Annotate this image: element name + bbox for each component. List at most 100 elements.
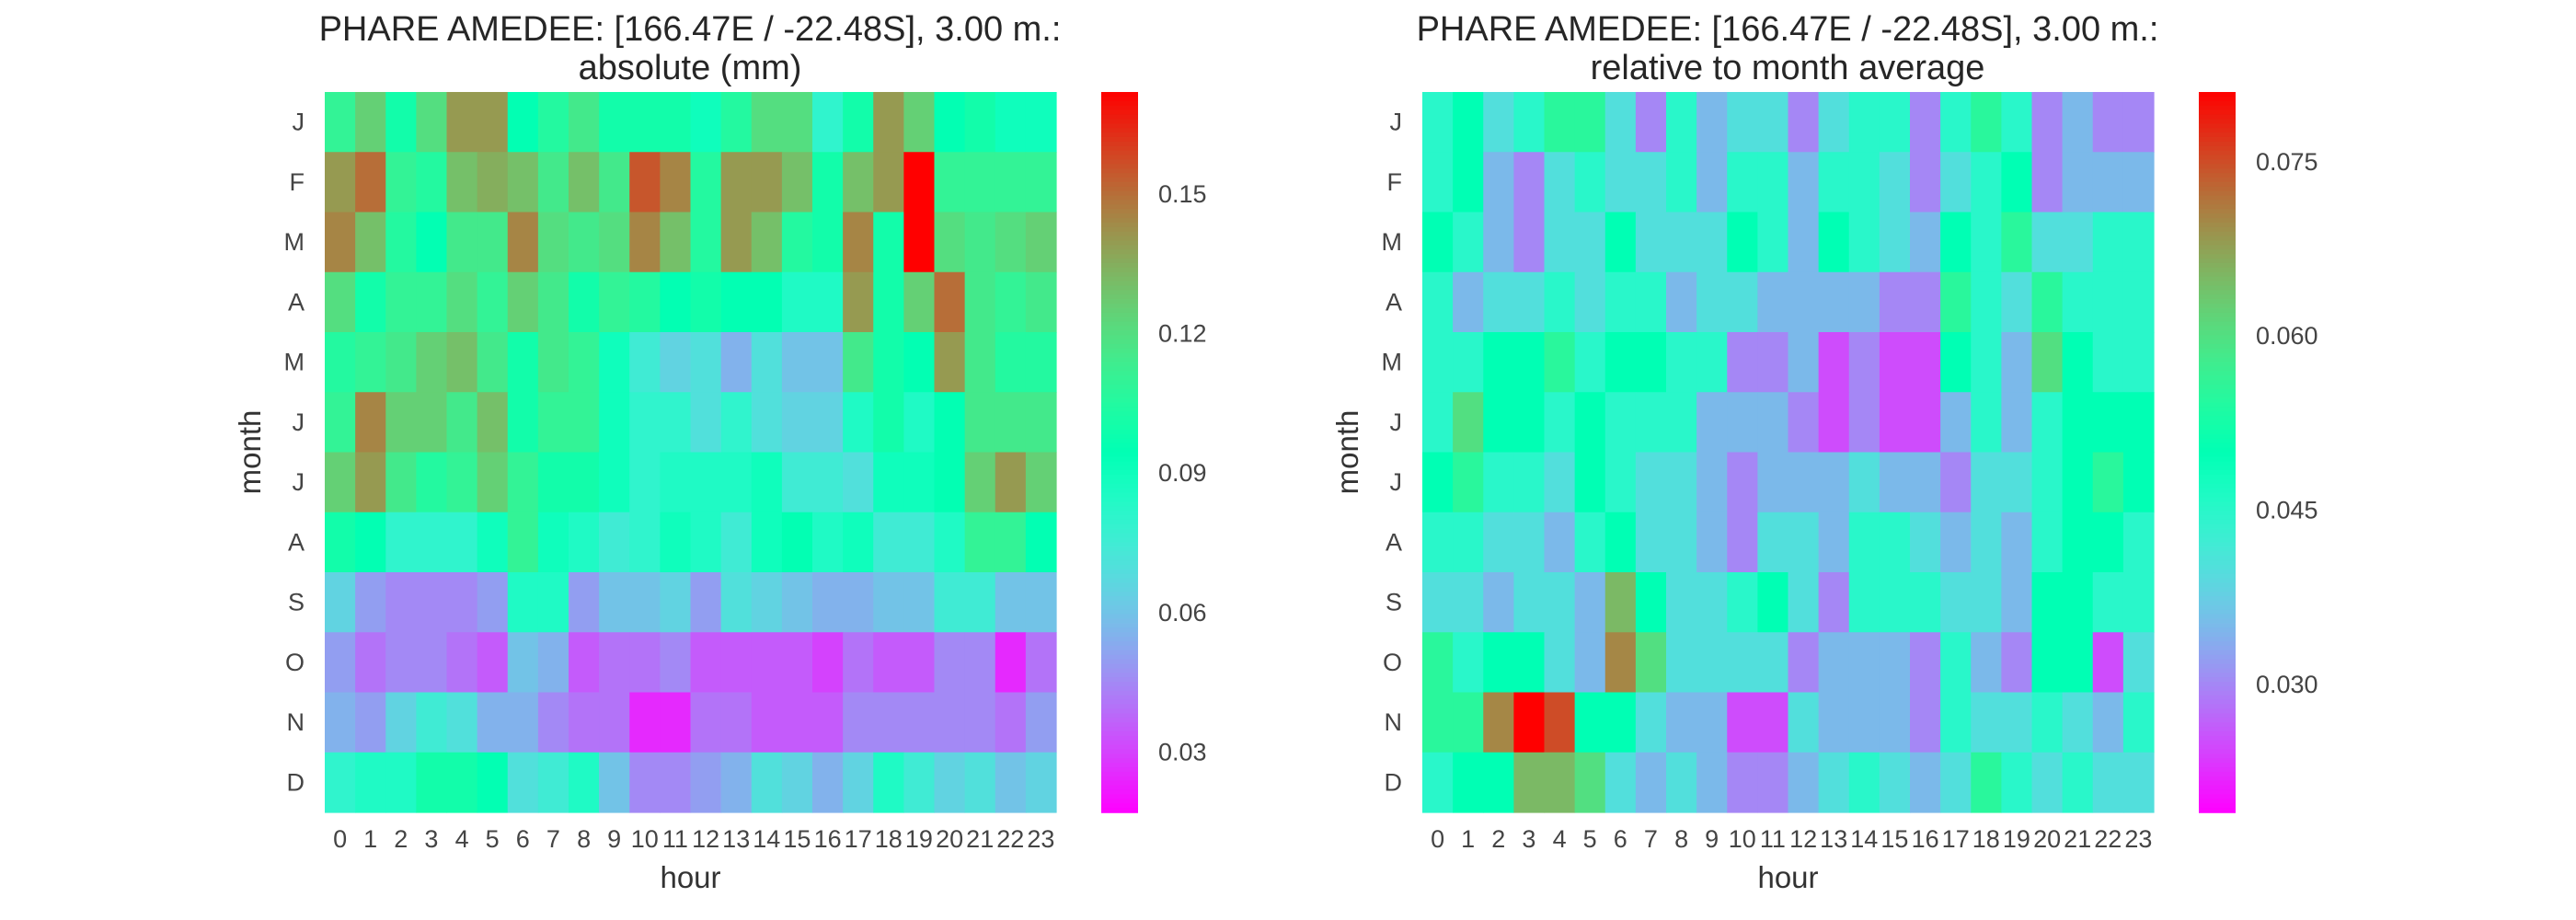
heatmap-cell-mar-8 xyxy=(569,212,600,273)
heatmap-cell-apr-7 xyxy=(537,271,569,333)
heatmap-cell-jun-7 xyxy=(1635,392,1667,454)
colorbar-segment xyxy=(2199,304,2236,309)
colorbar-tick-label: 0.045 xyxy=(2256,497,2318,524)
colorbar-segment xyxy=(2199,559,2236,566)
heatmap-cell-mar-19 xyxy=(903,212,936,273)
colorbar-segment xyxy=(1101,326,1138,332)
colorbar-segment xyxy=(1101,803,1138,809)
heatmap-cell-mar-0 xyxy=(1422,212,1454,273)
x-tick-label: 22 xyxy=(996,825,1024,853)
heatmap-cell-aug-3 xyxy=(1513,512,1546,573)
heatmap-cell-sep-23 xyxy=(2122,572,2155,633)
heatmap-cell-nov-7 xyxy=(537,692,569,753)
heatmap-cell-may-18 xyxy=(873,332,904,393)
heatmap-cell-jun-9 xyxy=(599,392,630,454)
heatmap-cell-sep-7 xyxy=(1635,572,1667,633)
heatmap-cell-jan-16 xyxy=(812,92,844,153)
heatmap-cell-mar-18 xyxy=(1971,212,2002,273)
heatmap-cell-may-20 xyxy=(934,332,966,393)
heatmap-cell-apr-17 xyxy=(1940,271,1972,333)
heatmap-cell-nov-0 xyxy=(325,692,356,753)
colorbar-segment xyxy=(2199,92,2236,98)
colorbar-segment xyxy=(1101,627,1138,634)
heatmap-cell-oct-11 xyxy=(1757,632,1789,694)
colorbar-segment xyxy=(2199,609,2236,615)
colorbar-segment xyxy=(1101,339,1138,345)
heatmap-cell-oct-20 xyxy=(2031,632,2064,694)
colorbar-segment xyxy=(2199,596,2236,602)
colorbar-segment xyxy=(2199,803,2236,809)
colorbar-segment xyxy=(1101,276,1138,282)
y-axis-label: month xyxy=(1330,410,1364,495)
x-tick-label: 6 xyxy=(1614,825,1627,853)
colorbar-segment xyxy=(1101,564,1138,570)
colorbar-segment xyxy=(1101,281,1138,287)
heatmap-cell-jan-19 xyxy=(903,92,936,153)
heatmap-cell-apr-15 xyxy=(1879,271,1911,333)
heatmap-cell-feb-1 xyxy=(1453,152,1484,213)
colorbar-segment xyxy=(1101,259,1138,264)
x-tick-label: 12 xyxy=(692,825,719,853)
heatmap-cell-mar-20 xyxy=(934,212,966,273)
colorbar-segment xyxy=(1101,785,1138,791)
colorbar-segment xyxy=(2199,659,2236,665)
heatmap-cell-apr-13 xyxy=(720,271,753,333)
colorbar-segment xyxy=(1101,542,1138,548)
heatmap-cell-oct-3 xyxy=(416,632,448,694)
heatmap-cell-apr-16 xyxy=(812,271,844,333)
heatmap-cell-mar-11 xyxy=(660,212,692,273)
heatmap-cell-dec-4 xyxy=(1544,752,1576,813)
heatmap-cell-dec-11 xyxy=(1757,752,1789,813)
heatmap-cell-aug-1 xyxy=(355,512,386,573)
x-tick-label: 13 xyxy=(1820,825,1847,853)
x-tick-label: 12 xyxy=(1789,825,1817,853)
heatmap-cell-jun-20 xyxy=(2031,392,2064,454)
colorbar-segment xyxy=(1101,641,1138,647)
colorbar-segment xyxy=(2199,466,2236,471)
colorbar-segment xyxy=(2199,375,2236,381)
heatmap-cell-feb-4 xyxy=(1544,152,1576,213)
colorbar-segment xyxy=(2199,650,2236,656)
heatmap-cell-dec-7 xyxy=(537,752,569,813)
heatmap-cell-mar-17 xyxy=(1940,212,1972,273)
colorbar-segment xyxy=(1101,730,1138,737)
heatmap-cell-oct-2 xyxy=(385,632,417,694)
colorbar-segment xyxy=(1101,357,1138,363)
heatmap-cell-may-13 xyxy=(1818,332,1850,393)
colorbar-segment xyxy=(1101,546,1138,552)
colorbar-segment xyxy=(2199,447,2236,454)
heatmap-cell-feb-13 xyxy=(720,152,753,213)
colorbar-segment xyxy=(2199,456,2236,463)
heatmap-cell-jul-23 xyxy=(2122,452,2155,513)
heatmap-cell-may-14 xyxy=(1848,332,1880,393)
colorbar-segment xyxy=(1101,245,1138,251)
colorbar-segment xyxy=(1101,285,1138,292)
heatmap-cell-nov-22 xyxy=(2092,692,2124,753)
heatmap-cell-apr-8 xyxy=(1666,271,1697,333)
heatmap-cell-jul-16 xyxy=(1910,452,1941,513)
heatmap-cell-sep-8 xyxy=(1666,572,1697,633)
colorbar-segment xyxy=(1101,271,1138,278)
heatmap-cell-jun-3 xyxy=(416,392,448,454)
colorbar-segment xyxy=(2199,222,2236,228)
colorbar-segment xyxy=(2199,763,2236,768)
heatmap-cell-mar-3 xyxy=(416,212,448,273)
heatmap-cell-sep-1 xyxy=(1453,572,1484,633)
heatmap-cells xyxy=(1422,92,2155,813)
colorbar-segment xyxy=(2199,249,2236,255)
x-axis-label: hour xyxy=(1757,860,1818,894)
colorbar-segment xyxy=(1101,685,1138,692)
heatmap-cell-aug-12 xyxy=(1788,512,1820,573)
heatmap-cell-dec-14 xyxy=(751,752,783,813)
heatmap-cell-mar-3 xyxy=(1513,212,1546,273)
heatmap-cell-aug-22 xyxy=(2092,512,2124,573)
heatmap-cell-nov-14 xyxy=(1848,692,1880,753)
colorbar-segment xyxy=(1101,673,1138,678)
heatmap-cell-feb-21 xyxy=(2062,152,2094,213)
heatmap-cell-jul-0 xyxy=(325,452,356,513)
colorbar-segment xyxy=(1101,767,1138,773)
heatmap-cell-dec-9 xyxy=(1696,752,1728,813)
colorbar-tick-label: 0.15 xyxy=(1158,180,1207,208)
colorbar-segment xyxy=(1101,506,1138,512)
heatmap-cell-jul-7 xyxy=(1635,452,1667,513)
